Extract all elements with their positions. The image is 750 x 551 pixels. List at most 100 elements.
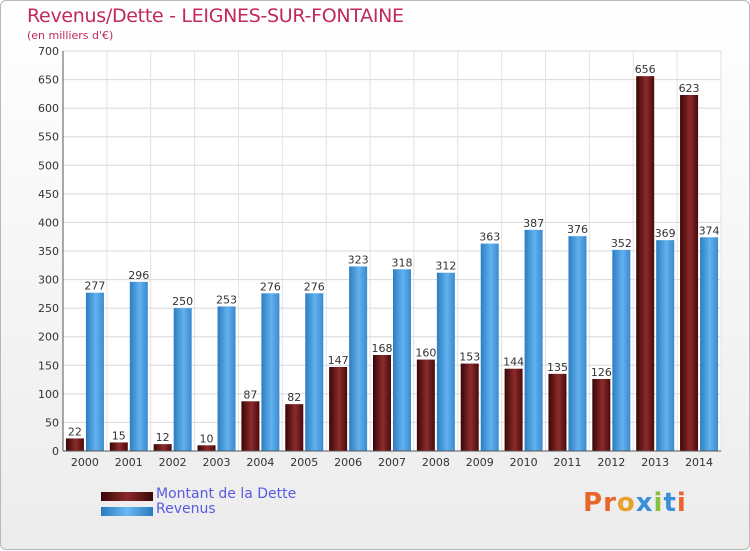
data-label-dette: 623: [679, 82, 700, 95]
x-tick-label: 2001: [115, 456, 143, 469]
y-tick-label: 550: [38, 131, 59, 144]
y-tick-label: 300: [38, 274, 59, 287]
bar-dette: [460, 363, 479, 451]
data-label-revenus: 277: [84, 280, 105, 293]
data-label-revenus: 318: [392, 256, 413, 269]
y-tick-label: 700: [38, 45, 59, 58]
y-tick-label: 250: [38, 302, 59, 315]
bar-dette: [285, 404, 304, 451]
data-label-revenus: 250: [172, 295, 193, 308]
bar-revenus: [349, 266, 368, 451]
data-label-revenus: 296: [128, 269, 149, 282]
legend-swatch-revenus: [101, 507, 153, 516]
x-tick-label: 2008: [422, 456, 450, 469]
bar-revenus: [173, 308, 192, 451]
bar-dette: [241, 401, 260, 451]
x-tick-label: 2013: [641, 456, 669, 469]
data-label-revenus: 369: [655, 227, 676, 240]
data-label-revenus: 376: [567, 223, 588, 236]
bar-revenus: [524, 229, 543, 451]
logo-letter: r: [603, 488, 617, 518]
logo-letter: x: [635, 488, 654, 518]
bar-dette: [636, 76, 655, 452]
data-label-revenus: 253: [216, 293, 237, 306]
bar-dette: [109, 442, 128, 451]
data-label-dette: 87: [243, 388, 257, 401]
bar-revenus: [85, 292, 104, 451]
proxiti-logo: Proxiti: [583, 488, 687, 518]
data-label-revenus: 387: [523, 217, 544, 230]
bar-dette: [504, 368, 523, 451]
y-tick-label: 400: [38, 216, 59, 229]
legend-label-revenus: Revenus: [156, 501, 216, 517]
x-tick-label: 2012: [597, 456, 625, 469]
x-tick-label: 2009: [466, 456, 494, 469]
chart-title: Revenus/Dette - LEIGNES-SUR-FONTAINE: [27, 5, 404, 27]
y-tick-label: 100: [38, 388, 59, 401]
bar-revenus: [700, 237, 719, 451]
y-tick-label: 500: [38, 159, 59, 172]
bar-dette: [65, 438, 84, 451]
data-label-revenus: 363: [479, 231, 500, 244]
data-label-revenus: 276: [304, 280, 325, 293]
bar-revenus: [656, 240, 675, 451]
data-label-revenus: 323: [348, 253, 369, 266]
data-label-revenus: 352: [611, 237, 632, 250]
data-label-dette: 135: [547, 361, 568, 374]
logo-letter: i: [653, 488, 664, 518]
data-label-dette: 168: [372, 342, 393, 355]
bar-dette: [197, 445, 216, 451]
bar-dette: [592, 379, 611, 451]
x-tick-label: 2004: [246, 456, 274, 469]
bar-dette: [680, 95, 699, 451]
y-tick-label: 650: [38, 74, 59, 87]
x-tick-label: 2007: [378, 456, 406, 469]
legend-label-dette: Montant de la Dette: [156, 486, 297, 502]
bar-revenus: [480, 243, 499, 451]
y-tick-label: 450: [38, 188, 59, 201]
x-tick-label: 2011: [553, 456, 581, 469]
bar-dette: [153, 444, 172, 451]
data-label-dette: 15: [112, 429, 126, 442]
data-label-revenus: 312: [435, 260, 456, 273]
bar-revenus: [436, 272, 455, 451]
logo-letter: i: [676, 488, 687, 518]
logo-letter: o: [616, 488, 636, 518]
data-label-dette: 126: [591, 366, 612, 379]
x-tick-label: 2006: [334, 456, 362, 469]
data-label-dette: 82: [287, 391, 301, 404]
data-label-revenus: 276: [260, 280, 281, 293]
bar-dette: [548, 373, 567, 451]
bar-revenus: [393, 269, 411, 451]
bar-revenus: [217, 306, 236, 451]
x-tick-label: 2010: [510, 456, 538, 469]
legend-swatch-dette: [101, 492, 153, 501]
bar-revenus: [129, 281, 148, 451]
x-tick-label: 2002: [159, 456, 187, 469]
bar-revenus: [305, 293, 324, 451]
data-label-revenus: 374: [699, 224, 720, 237]
x-tick-label: 2000: [71, 456, 99, 469]
data-label-dette: 153: [459, 351, 480, 364]
bar-dette: [416, 359, 435, 451]
y-tick-label: 350: [38, 245, 59, 258]
data-label-dette: 22: [68, 425, 82, 438]
y-tick-label: 200: [38, 331, 59, 344]
bar-revenus: [568, 236, 587, 451]
data-label-dette: 656: [635, 63, 656, 76]
data-label-dette: 144: [503, 356, 524, 369]
data-label-dette: 147: [328, 354, 349, 367]
data-label-dette: 160: [415, 347, 436, 360]
data-label-dette: 10: [200, 432, 214, 445]
bar-dette: [373, 355, 391, 451]
bar-revenus: [612, 249, 631, 451]
x-tick-label: 2014: [685, 456, 713, 469]
data-label-dette: 12: [156, 431, 170, 444]
x-tick-label: 2005: [290, 456, 318, 469]
y-tick-label: 600: [38, 102, 59, 115]
x-tick-label: 2003: [203, 456, 231, 469]
chart-subtitle: (en milliers d'€): [27, 29, 114, 42]
y-tick-label: 50: [45, 416, 59, 429]
